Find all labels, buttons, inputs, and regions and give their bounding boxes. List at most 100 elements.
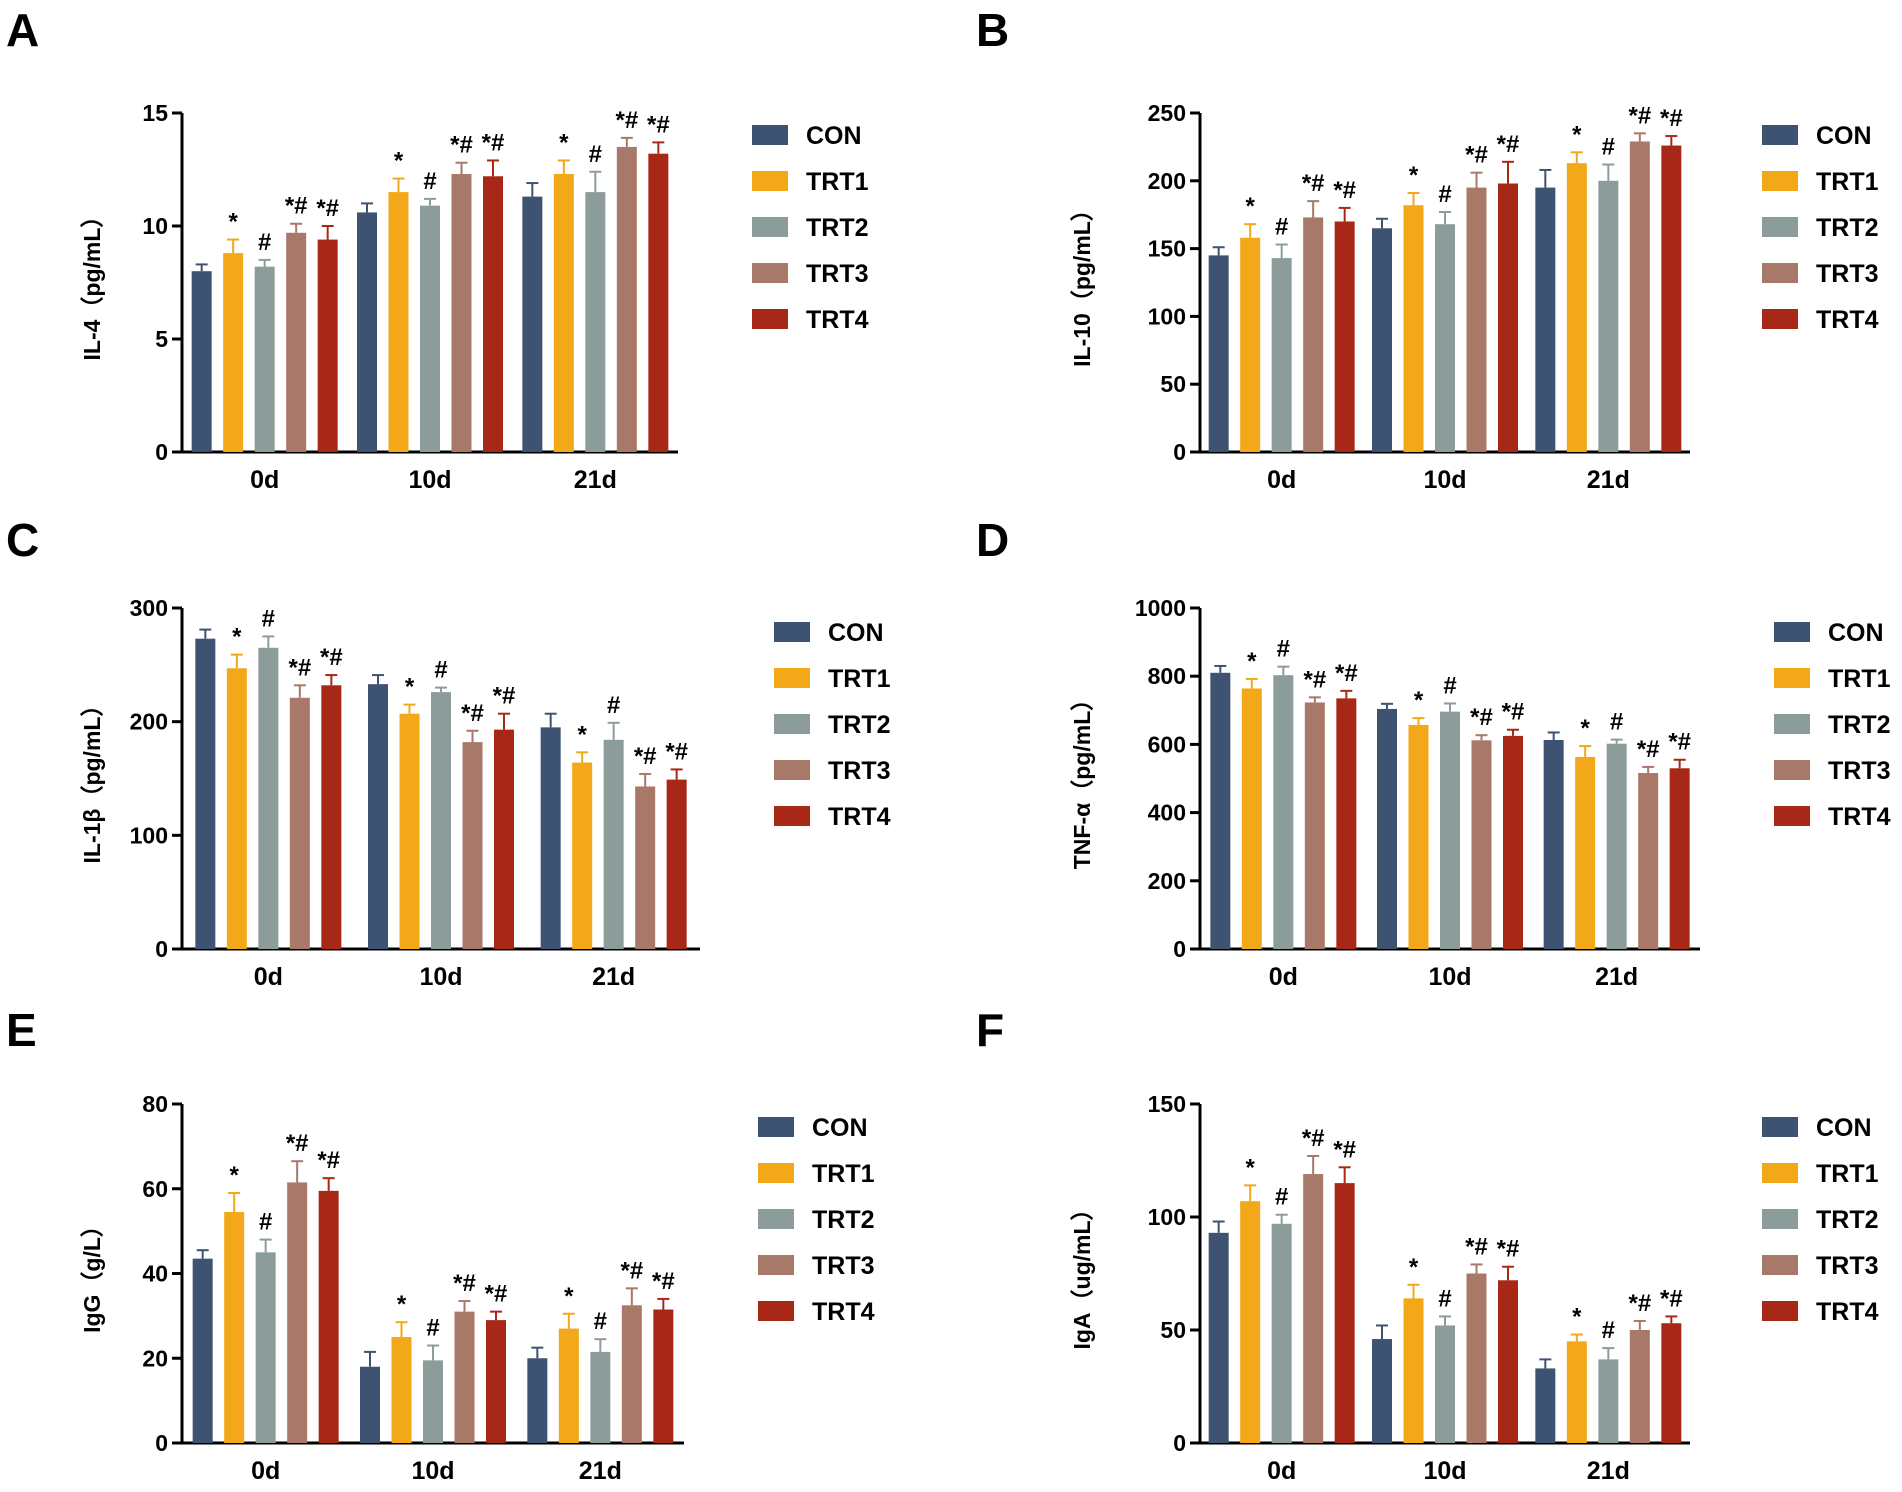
panel-a-bar-trt3-10d [451, 174, 472, 452]
panel-a-bar-trt4-21d [648, 153, 669, 452]
panel-e-x-tick-label: 10d [411, 1457, 454, 1485]
panel-d-significance-label: # [1277, 636, 1290, 663]
panel-e-bar-con-10d [360, 1366, 380, 1443]
panel-b-bar-con-0d [1208, 255, 1229, 452]
panel-c-significance-label: # [607, 692, 620, 719]
panel-d-bar-trt4-10d [1503, 735, 1523, 949]
panel-a-bar-trt1-10d [388, 192, 409, 452]
panel-c-significance-label: *# [320, 644, 343, 671]
panel-b-legend-swatch-trt4 [1762, 309, 1798, 329]
panel-b-legend-swatch-trt3 [1762, 263, 1798, 283]
panel-f-x-tick-label: 21d [1587, 1457, 1630, 1485]
panel-b-significance-label: * [1572, 121, 1582, 148]
panel-c-significance-label: # [434, 657, 447, 684]
panel-f-letter: F [976, 1004, 1004, 1056]
panel-f-bar-trt1-0d [1240, 1201, 1261, 1443]
panel-a-legend-label-trt1: TRT1 [806, 168, 869, 196]
panel-d-bar-trt3-10d [1471, 740, 1492, 949]
panel-a-bar-trt2-0d [254, 266, 275, 452]
panel-b-legend-swatch-trt2 [1762, 217, 1798, 237]
panel-f-legend-label-con: CON [1816, 1114, 1872, 1142]
panel-c-bar-trt1-21d [572, 762, 593, 949]
panel-e-legend-label-trt2: TRT2 [812, 1206, 875, 1234]
panel-e-letter: E [6, 1004, 37, 1056]
panel-f-bar-trt4-21d [1661, 1323, 1682, 1443]
panel-f-y-tick-label: 100 [1148, 1204, 1186, 1230]
panel-e-significance-label: *# [453, 1270, 476, 1297]
panel-e-significance-label: * [564, 1283, 574, 1310]
panel-e-bar-trt2-10d [423, 1360, 443, 1443]
panel-d-legend-swatch-trt1 [1774, 668, 1810, 688]
panel-d-legend-label-trt1: TRT1 [1828, 665, 1891, 693]
panel-c-bar-trt1-10d [399, 713, 420, 949]
panel-a-legend-swatch-trt1 [752, 171, 788, 191]
panel-f-legend-swatch-trt4 [1762, 1301, 1798, 1321]
panel-d-bar-trt4-0d [1336, 698, 1357, 949]
panel-b-bar-trt3-0d [1303, 217, 1324, 452]
panel-e-bar-trt3-0d [287, 1182, 308, 1443]
panel-a-bar-trt4-10d [483, 176, 503, 452]
panel-b-significance-label: *# [1660, 105, 1683, 132]
panel-f-bar-trt2-0d [1271, 1223, 1292, 1443]
panel-f-legend-label-trt1: TRT1 [1816, 1160, 1879, 1188]
panel-a-legend-label-trt4: TRT4 [806, 306, 869, 334]
panel-a-significance-label: *# [316, 195, 339, 222]
panel-e-y-tick-label: 20 [142, 1345, 168, 1371]
panel-d-bar-trt1-10d [1408, 724, 1429, 949]
panel-a-significance-label: *# [450, 132, 473, 159]
panel-d-bar-trt2-21d [1606, 743, 1627, 949]
panel-d-significance-label: *# [1303, 666, 1326, 693]
panel-f-significance-label: * [1409, 1254, 1419, 1281]
panel-b-bar-con-21d [1535, 187, 1556, 452]
panel-b-bar-trt2-21d [1598, 180, 1619, 453]
panel-d-bar-con-0d [1210, 672, 1231, 949]
panel-c-significance-label: * [577, 721, 587, 748]
panel-f-significance-label: *# [1497, 1236, 1520, 1263]
panel-a-significance-label: *# [615, 107, 638, 134]
panel-b-y-tick-label: 0 [1173, 439, 1186, 465]
panel-b-significance-label: *# [1628, 102, 1651, 129]
panel-b-x-tick-label: 0d [1267, 466, 1296, 494]
panel-a-bar-trt2-21d [585, 192, 606, 452]
panel-e-x-tick-label: 21d [579, 1457, 622, 1485]
panel-c-letter: C [6, 514, 39, 566]
panel-c-bar-trt4-0d [321, 685, 342, 949]
panel-a-bar-trt3-0d [286, 232, 307, 452]
panel-c-bar-trt3-21d [635, 786, 656, 949]
panel-f-legend-label-trt4: TRT4 [1816, 1298, 1879, 1326]
panel-b-y-tick-label: 100 [1148, 303, 1186, 329]
panel-f-y-tick-label: 150 [1148, 1091, 1186, 1117]
panel-b-legend-label-trt3: TRT3 [1816, 260, 1879, 288]
panel-c-x-tick-label: 21d [592, 963, 635, 991]
panel-b-bar-con-10d [1372, 228, 1392, 452]
panel-f-significance-label: *# [1628, 1290, 1651, 1317]
panel-d-bar-trt2-10d [1440, 711, 1460, 949]
panel-d-legend-label-con: CON [1828, 619, 1884, 647]
panel-e-legend-swatch-con [758, 1117, 794, 1137]
panel-e-legend-swatch-trt2 [758, 1209, 794, 1229]
panel-d-significance-label: * [1414, 687, 1424, 714]
panel-c-significance-label: *# [288, 654, 311, 681]
panel-c-bar-con-10d [368, 684, 388, 949]
panel-b-legend-swatch-trt1 [1762, 171, 1798, 191]
panel-b-significance-label: *# [1497, 131, 1520, 158]
panel-e-bar-trt4-10d [486, 1320, 506, 1443]
panel-d-significance-label: *# [1470, 704, 1493, 731]
panel-f-bar-trt3-21d [1629, 1330, 1650, 1443]
panel-c-bar-trt3-0d [289, 697, 310, 949]
panel-f-significance-label: *# [1302, 1125, 1325, 1152]
panel-d-significance-label: *# [1668, 729, 1691, 756]
panel-c-bar-trt4-10d [494, 729, 514, 949]
panel-f-legend-swatch-trt2 [1762, 1209, 1798, 1229]
panel-c-bar-trt2-21d [603, 739, 624, 949]
panel-d-y-tick-label: 600 [1148, 731, 1186, 757]
panel-a-bar-trt2-10d [420, 205, 440, 452]
panel-c-legend-label-trt4: TRT4 [828, 803, 891, 831]
panel-d-x-tick-label: 0d [1269, 963, 1298, 991]
panel-b-legend-label-trt2: TRT2 [1816, 214, 1879, 242]
panel-b-bar-trt3-10d [1466, 187, 1487, 452]
panel-b-significance-label: *# [1333, 177, 1356, 204]
panel-f-legend-label-trt3: TRT3 [1816, 1252, 1879, 1280]
